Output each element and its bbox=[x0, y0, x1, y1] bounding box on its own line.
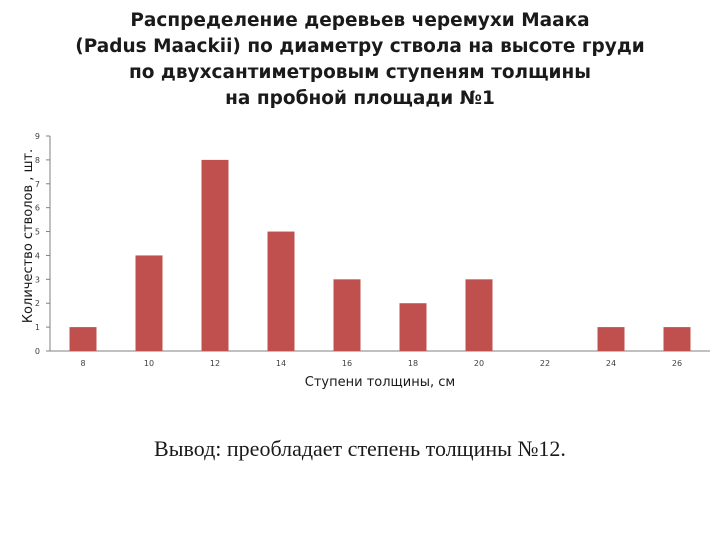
y-tick-label: 0 bbox=[35, 347, 40, 356]
x-tick-label: 20 bbox=[474, 359, 484, 368]
title-line-4: на пробной площади №1 bbox=[225, 88, 495, 109]
bar-26 bbox=[663, 327, 691, 351]
title-line-2: (Padus Maackii) по диаметру ствола на вы… bbox=[75, 36, 645, 57]
bar-18 bbox=[399, 303, 427, 351]
y-tick-label: 3 bbox=[35, 275, 40, 284]
chart-title: Распределение деревьев черемухи Маака (P… bbox=[60, 8, 660, 112]
y-tick-labels: 0 1 2 3 4 5 6 7 8 9 bbox=[35, 132, 40, 356]
x-tick-label: 8 bbox=[80, 359, 85, 368]
bar-10 bbox=[135, 255, 163, 351]
conclusion-text: Вывод: преобладает степень толщины №12. bbox=[154, 436, 566, 461]
x-axis-label: Ступени толщины, см bbox=[305, 375, 455, 390]
y-tick-label: 4 bbox=[35, 251, 40, 260]
y-tick-label: 5 bbox=[35, 228, 40, 237]
bar-14 bbox=[267, 231, 295, 351]
x-tick-label: 12 bbox=[210, 359, 220, 368]
y-tick-label: 1 bbox=[35, 323, 40, 332]
y-tick-label: 6 bbox=[35, 204, 40, 213]
y-tick-label: 8 bbox=[35, 156, 40, 165]
y-tick-label: 9 bbox=[35, 132, 40, 141]
x-tick-label: 24 bbox=[606, 359, 616, 368]
bar-8 bbox=[69, 327, 97, 351]
x-tick-label: 18 bbox=[408, 359, 418, 368]
chart-bars bbox=[69, 159, 691, 351]
title-line-1: Распределение деревьев черемухи Маака bbox=[130, 10, 590, 31]
bar-16 bbox=[333, 279, 361, 351]
x-tick-label: 14 bbox=[276, 359, 286, 368]
x-tick-label: 16 bbox=[342, 359, 352, 368]
x-tick-label: 22 bbox=[540, 359, 550, 368]
x-tick-label: 26 bbox=[672, 359, 682, 368]
bar-12 bbox=[201, 159, 229, 351]
y-axis-label: Количество стволов , шт. bbox=[21, 149, 36, 323]
y-tick-label: 7 bbox=[35, 180, 40, 189]
title-line-3: по двухсантиметровым ступеням толщины bbox=[128, 62, 592, 83]
bar-24 bbox=[597, 327, 625, 351]
x-tick-labels: 8 10 12 14 16 18 20 22 24 26 bbox=[80, 359, 682, 368]
bar-20 bbox=[465, 279, 493, 351]
x-tick-label: 10 bbox=[144, 359, 154, 368]
y-tick-label: 2 bbox=[35, 299, 40, 308]
